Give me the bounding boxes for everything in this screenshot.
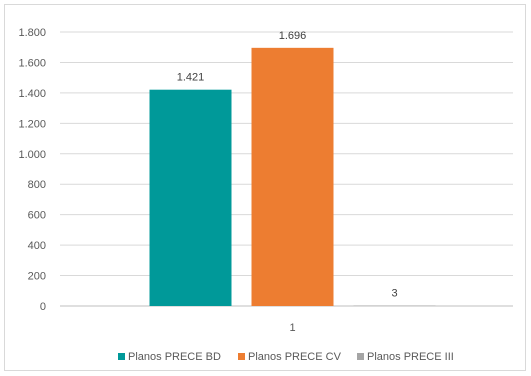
- y-axis-tick-labels: 0 200 400 600 800 1.000 1.200 1.400 1.600 1.800: [18, 27, 46, 313]
- data-labels: 1.421 1.696 3: [177, 30, 398, 300]
- legend-swatch: [238, 353, 245, 360]
- legend-swatch: [357, 353, 364, 360]
- data-label: 3: [391, 288, 397, 300]
- legend-swatch: [118, 353, 125, 360]
- y-tick-label: 1.400: [18, 88, 46, 100]
- y-tick-label: 1.600: [18, 57, 46, 69]
- y-tick-label: 600: [28, 210, 46, 222]
- chart-frame: 1.421 1.696 3 0 200 400 600 800 1.000 1.200 1.400…: [4, 4, 526, 371]
- y-tick-label: 200: [28, 271, 46, 283]
- y-tick-label: 400: [28, 240, 46, 252]
- y-tick-label: 800: [28, 179, 46, 191]
- data-label: 1.696: [279, 30, 307, 42]
- y-tick-label: 1.200: [18, 118, 46, 130]
- y-tick-label: 1.800: [18, 27, 46, 39]
- bar-planos-prece-bd: [149, 89, 232, 306]
- x-axis-tick-labels: 1: [289, 322, 295, 334]
- legend: Planos PRECE BD Planos PRECE CV Planos PRE…: [118, 351, 454, 363]
- y-tick-label: 1.000: [18, 149, 46, 161]
- x-tick-label: 1: [289, 322, 295, 334]
- bar-chart: 1.421 1.696 3 0 200 400 600 800 1.000 1.200 1.400…: [18, 27, 513, 363]
- legend-label: Planos PRECE BD: [128, 351, 221, 363]
- data-label: 1.421: [177, 72, 205, 84]
- bar-planos-prece-cv: [251, 47, 334, 306]
- legend-label: Planos PRECE III: [367, 351, 454, 363]
- legend-label: Planos PRECE CV: [248, 351, 342, 363]
- y-tick-label: 0: [40, 301, 46, 313]
- bars: [149, 47, 436, 306]
